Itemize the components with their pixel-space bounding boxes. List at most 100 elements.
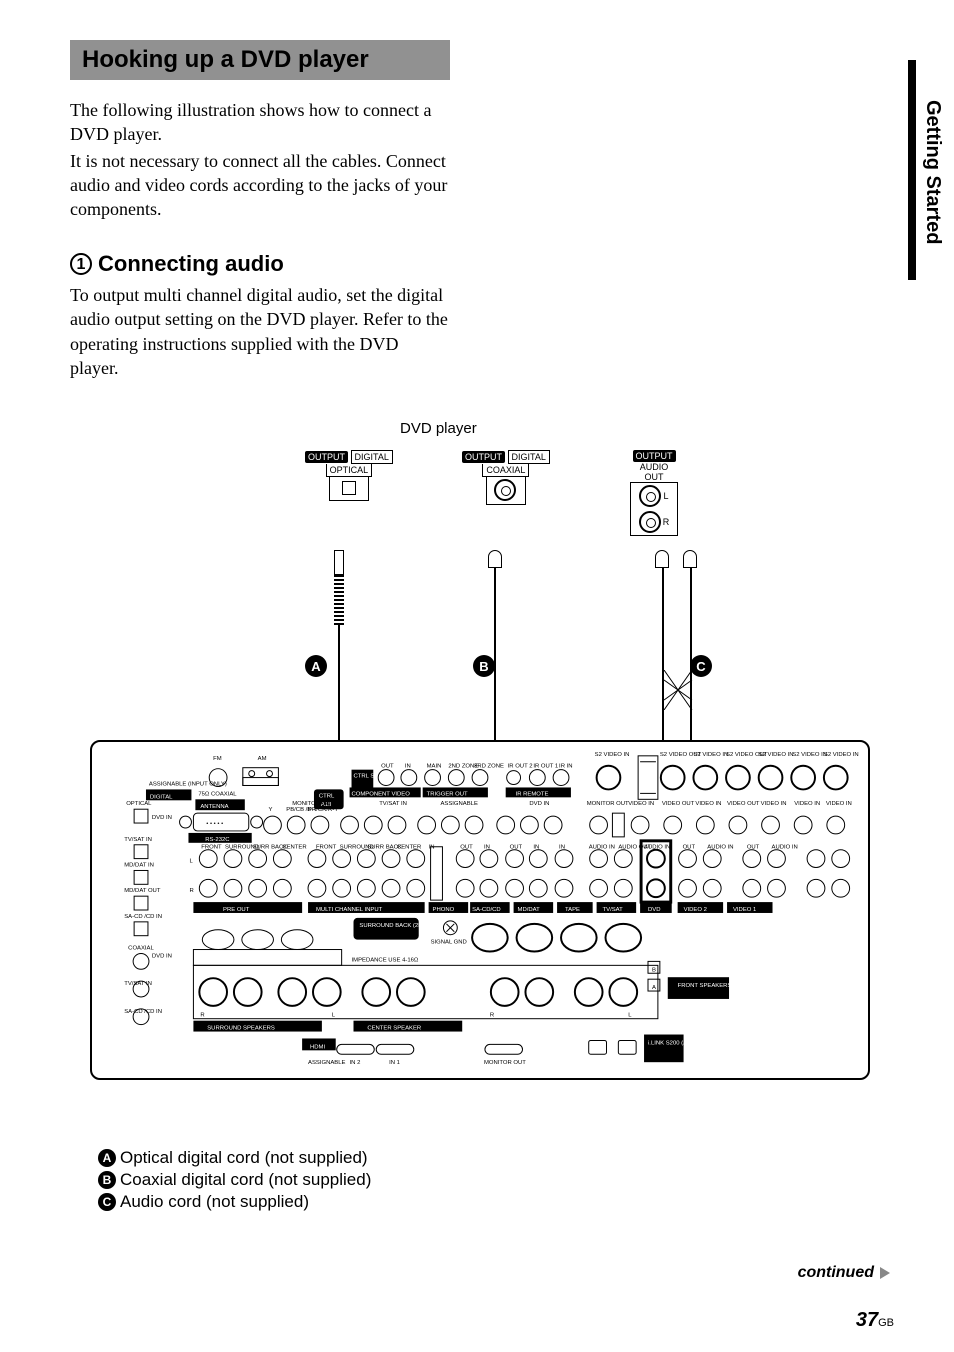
- output-optical: OUTPUT DIGITAL OPTICAL: [305, 450, 393, 503]
- svg-text:MONITOR OUT: MONITOR OUT: [484, 1061, 526, 1067]
- legend-row-c: C Audio cord (not supplied): [98, 1192, 894, 1212]
- svg-text:TV/SAT IN: TV/SAT IN: [124, 981, 152, 987]
- svg-text:DVD: DVD: [648, 907, 660, 913]
- output-label: OUTPUT: [462, 451, 505, 463]
- svg-text:S2 VIDEO IN: S2 VIDEO IN: [792, 752, 827, 758]
- svg-text:PR/CR/R-Y: PR/CR/R-Y: [308, 808, 338, 814]
- svg-text:MONITOR OUT: MONITOR OUT: [587, 802, 629, 808]
- svg-text:CENTER SPEAKER: CENTER SPEAKER: [367, 1026, 421, 1032]
- svg-text:OPTICAL: OPTICAL: [126, 802, 152, 808]
- svg-text:VIDEO 2: VIDEO 2: [684, 907, 707, 913]
- svg-text:IN 2: IN 2: [350, 1061, 361, 1067]
- page-number-value: 37: [856, 1309, 878, 1331]
- legend: A Optical digital cord (not supplied) B …: [98, 1148, 894, 1212]
- svg-text:VIDEO IN: VIDEO IN: [695, 802, 721, 808]
- svg-text:CTRL S: CTRL S: [354, 774, 375, 780]
- svg-text:AM: AM: [258, 756, 267, 762]
- optical-cable: [329, 550, 349, 760]
- svg-text:IN 1: IN 1: [389, 1061, 400, 1067]
- svg-text:SURROUND SPEAKERS: SURROUND SPEAKERS: [207, 1026, 275, 1032]
- svg-text:S2 VIDEO IN: S2 VIDEO IN: [693, 752, 728, 758]
- svg-text:VIDEO OUT: VIDEO OUT: [662, 802, 695, 808]
- svg-text:FRONT: FRONT: [201, 845, 222, 851]
- svg-text:IN: IN: [429, 845, 435, 851]
- svg-text:TAPE: TAPE: [565, 907, 580, 913]
- svg-text:MD/DAT IN: MD/DAT IN: [124, 863, 154, 869]
- svg-text:L: L: [332, 1013, 336, 1019]
- svg-text:75Ω COAXIAL: 75Ω COAXIAL: [198, 792, 237, 798]
- legend-badge-b: B: [98, 1171, 116, 1189]
- optical-l2: OPTICAL: [326, 464, 373, 477]
- svg-text:DVD IN: DVD IN: [152, 815, 172, 821]
- section-title: Hooking up a DVD player: [82, 46, 369, 73]
- svg-text:HDMI: HDMI: [310, 1045, 325, 1051]
- figure: DVD player OUTPUT DIGITAL OPTICAL OUTPUT…: [90, 420, 870, 1100]
- svg-text:ASSIGNABLE (INPUT ONLY): ASSIGNABLE (INPUT ONLY): [149, 782, 227, 788]
- intro-p1: The following illustration shows how to …: [70, 98, 450, 147]
- svg-text:VIDEO IN: VIDEO IN: [826, 802, 852, 808]
- optical-l1: DIGITAL: [351, 450, 393, 464]
- svg-text:TV/SAT IN: TV/SAT IN: [124, 837, 152, 843]
- legend-badge-c: C: [98, 1193, 116, 1211]
- dvd-output-blocks: OUTPUT DIGITAL OPTICAL OUTPUT DIGITAL CO…: [90, 450, 870, 580]
- svg-text:IR REMOTE: IR REMOTE: [516, 792, 549, 798]
- legend-text-b: Coaxial digital cord (not supplied): [120, 1170, 371, 1190]
- svg-text:SURROUND BACK (2ND ZONE): SURROUND BACK (2ND ZONE): [359, 923, 446, 929]
- svg-text:DVD IN: DVD IN: [152, 954, 172, 960]
- coax-l2: COAXIAL: [482, 464, 529, 477]
- svg-text:S2 VIDEO IN: S2 VIDEO IN: [824, 752, 859, 758]
- continued-footer: continued: [798, 1264, 894, 1282]
- svg-text:VIDEO OUT: VIDEO OUT: [727, 802, 760, 808]
- svg-text:A: A: [652, 985, 656, 991]
- svg-text:ANTENNA: ANTENNA: [200, 805, 228, 811]
- svg-text:COMPONENT VIDEO: COMPONENT VIDEO: [352, 792, 411, 798]
- svg-text:OUT: OUT: [381, 764, 394, 770]
- svg-text:i.LINK S200 (AUDIO): i.LINK S200 (AUDIO): [648, 1041, 704, 1047]
- svg-text:VIDEO 1: VIDEO 1: [733, 907, 756, 913]
- svg-text:SA-CD /CD IN: SA-CD /CD IN: [124, 914, 162, 920]
- svg-text:VIDEO IN: VIDEO IN: [761, 802, 787, 808]
- svg-text:ASSIGNABLE: ASSIGNABLE: [440, 802, 477, 808]
- svg-text:MD/DAT: MD/DAT: [518, 907, 541, 913]
- svg-text:TV/SAT: TV/SAT: [603, 907, 624, 913]
- svg-text:SIGNAL GND: SIGNAL GND: [431, 940, 467, 946]
- svg-text:IR OUT 1: IR OUT 1: [533, 764, 558, 770]
- section-header: Hooking up a DVD player: [70, 40, 450, 80]
- svg-text:Y: Y: [269, 808, 273, 814]
- legend-text-c: Audio cord (not supplied): [120, 1192, 309, 1212]
- svg-text:R: R: [490, 1013, 494, 1019]
- output-audio: OUTPUT AUDIO OUT L R: [630, 450, 678, 536]
- svg-text:TV/SAT IN: TV/SAT IN: [379, 802, 407, 808]
- svg-text:R: R: [200, 1013, 204, 1019]
- svg-text:MD/DAT OUT: MD/DAT OUT: [124, 889, 161, 895]
- intro-p2: It is not necessary to connect all the c…: [70, 149, 450, 222]
- svg-text:FM: FM: [213, 756, 222, 762]
- audio-L: L: [663, 491, 668, 501]
- svg-text:RS-232C: RS-232C: [205, 837, 230, 843]
- rear-panel: .t{font:6px Arial;} .tw{font:6px Arial;f…: [90, 740, 870, 1080]
- svg-text:VIDEO IN: VIDEO IN: [628, 802, 654, 808]
- continued-arrow-icon: [880, 1267, 894, 1279]
- svg-text:SA-CD /CD IN: SA-CD /CD IN: [124, 1009, 162, 1015]
- output-coaxial: OUTPUT DIGITAL COAXIAL: [462, 450, 550, 507]
- audio-R: R: [663, 517, 670, 527]
- svg-text:S2 VIDEO IN: S2 VIDEO IN: [759, 752, 794, 758]
- side-tab-label: Getting Started: [921, 100, 944, 244]
- legend-text-a: Optical digital cord (not supplied): [120, 1148, 368, 1168]
- svg-text:IMPEDANCE USE 4-16Ω: IMPEDANCE USE 4-16Ω: [352, 958, 419, 964]
- step-number: 1: [70, 253, 92, 275]
- sub-title: Connecting audio: [98, 249, 284, 279]
- svg-text:MULTI CHANNEL INPUT: MULTI CHANNEL INPUT: [316, 907, 383, 913]
- svg-text:CENTER: CENTER: [282, 845, 306, 851]
- svg-text:L: L: [628, 1013, 632, 1019]
- svg-text:COAXIAL: COAXIAL: [128, 946, 154, 952]
- svg-text:R: R: [189, 889, 193, 895]
- svg-text:PRE OUT: PRE OUT: [223, 907, 250, 913]
- continued-label: continued: [798, 1264, 874, 1282]
- legend-row-a: A Optical digital cord (not supplied): [98, 1148, 894, 1168]
- page-suffix: GB: [878, 1317, 894, 1329]
- coax-l1: DIGITAL: [508, 450, 550, 464]
- svg-text:L: L: [189, 859, 193, 865]
- svg-text:IR OUT 2: IR OUT 2: [508, 764, 533, 770]
- svg-text:• • • • •: • • • • •: [206, 821, 223, 827]
